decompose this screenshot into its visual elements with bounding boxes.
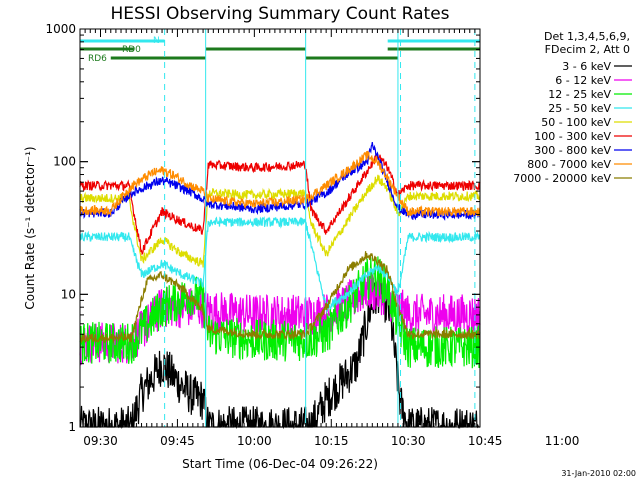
series-line-5 (79, 153, 481, 256)
legend-label: 6 - 12 keV (555, 74, 611, 87)
boundary-lines (164, 29, 476, 427)
legend: Det 1,3,4,5,6,9,FDecim 2, Att 0 3 - 6 keV… (513, 30, 632, 185)
legend-label: 50 - 100 keV (541, 116, 611, 129)
x-tick-label: 11:00 (545, 434, 580, 448)
flag-label-rd0: RD0 (122, 45, 141, 55)
x-tick-label: 10:45 (468, 434, 503, 448)
x-tick-label: 09:30 (83, 434, 118, 448)
legend-label: 25 - 50 keV (548, 102, 611, 115)
legend-label: 7000 - 20000 keV (513, 172, 611, 185)
x-tick-label: 10:30 (391, 434, 426, 448)
x-axis-ticks: 09:30 09:45 10:00 10:15 10:30 10:45 11:00 (79, 29, 580, 448)
footer-timestamp: 31-Jan-2010 02:00 (561, 469, 636, 478)
series-line-7 (79, 150, 481, 218)
series-line-2 (79, 256, 481, 369)
flag-label-rd6: RD6 (88, 54, 107, 64)
legend-label: 12 - 25 keV (548, 88, 611, 101)
legend-header: FDecim 2, Att 0 (545, 43, 630, 56)
series-line-8 (79, 251, 481, 344)
x-tick-label: 10:15 (314, 434, 349, 448)
y-tick-label: 1000 (45, 22, 76, 36)
x-axis-label: Start Time (06-Dec-04 09:26:22) (182, 457, 378, 471)
legend-header: Det 1,3,4,5,6,9, (544, 30, 630, 43)
y-axis-ticks: 1 10 100 1000 (45, 22, 480, 434)
series-curves (79, 142, 481, 430)
series-line-3 (79, 216, 481, 314)
y-axis-label: Count Rate (s⁻¹ detector⁻¹) (23, 146, 37, 309)
legend-label: 800 - 7000 keV (527, 158, 611, 171)
legend-label: 300 - 800 keV (534, 144, 611, 157)
legend-label: 3 - 6 keV (562, 60, 611, 73)
x-tick-label: 10:00 (237, 434, 272, 448)
y-tick-label: 1 (68, 420, 76, 434)
x-tick-label: 09:45 (160, 434, 195, 448)
y-tick-label: 10 (61, 287, 76, 301)
series-line-4 (79, 174, 481, 268)
y-tick-label: 100 (53, 155, 76, 169)
flag-label-n: N (153, 36, 160, 46)
status-flags: N RD0 RD6 (80, 36, 480, 64)
plot-frame (79, 28, 481, 428)
legend-label: 100 - 300 keV (534, 130, 611, 143)
chart-title: HESSI Observing Summary Count Rates (110, 4, 449, 24)
